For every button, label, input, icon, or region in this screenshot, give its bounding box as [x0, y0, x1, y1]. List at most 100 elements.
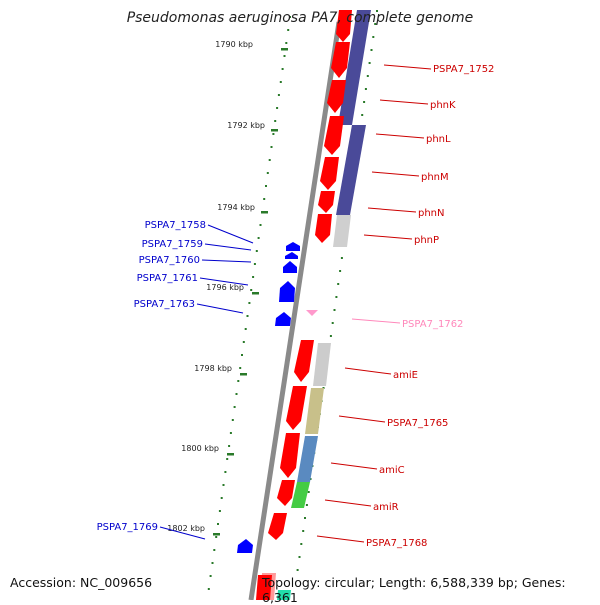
scale-labels: 1790 kbp 1792 kbp 1794 kbp 1796 kbp 1798 kbp… [167, 40, 288, 536]
scale-label: 1800 kbp [181, 444, 219, 453]
gene-label[interactable]: PSPA7_1761 [137, 273, 198, 284]
leader-line [383, 64, 432, 70]
leader-line [363, 234, 413, 240]
tick-dot [376, 10, 378, 12]
gene-label[interactable]: phnN [418, 208, 445, 219]
tick-dot [217, 523, 219, 525]
tick-dot [370, 49, 373, 51]
gene-arrow-phnp[interactable] [315, 214, 332, 243]
leader-line [324, 499, 372, 507]
major-tick [261, 211, 268, 214]
gene-arrow-pspa7-1758[interactable] [286, 242, 300, 251]
gene-arrow-pspa7-1768[interactable] [268, 513, 287, 540]
tick-dot [235, 393, 238, 395]
gene-label[interactable]: phnM [421, 172, 449, 183]
gene-label[interactable]: phnK [430, 100, 456, 111]
tick-dot [255, 250, 258, 252]
major-tick [240, 373, 247, 376]
tick-dot [296, 569, 299, 571]
gene-arrow-lower-1[interactable] [256, 575, 272, 600]
forward-genes [256, 10, 352, 600]
leader-line [204, 243, 252, 251]
gene-label[interactable]: phnL [426, 134, 451, 145]
gene-arrow-phnn[interactable] [318, 191, 335, 213]
leader-line [344, 367, 392, 375]
tick-dot [257, 237, 260, 239]
leader-line [201, 259, 252, 263]
gene-arrow-pspa7-1762[interactable] [306, 310, 318, 316]
gene-arrow-amic[interactable] [280, 433, 300, 478]
tick-dot [263, 198, 266, 200]
tick-dot [285, 42, 288, 44]
tick-dot [244, 328, 247, 330]
tick-dot [272, 133, 275, 135]
tick-dot [339, 270, 342, 272]
tick-dot [329, 335, 332, 337]
tick-dot [213, 549, 216, 551]
tick-dot [207, 588, 210, 590]
tick-dot [335, 296, 338, 298]
tick-dot [300, 543, 303, 545]
major-tick [213, 533, 220, 536]
cog-category-band [260, 10, 371, 600]
scale-label: 1796 kbp [206, 283, 244, 292]
gene-arrow-pspa7-1752[interactable] [331, 42, 350, 78]
gene-arrow-pspa7-1769[interactable] [237, 539, 253, 553]
gene-arrow-pspa7-1763[interactable] [275, 312, 291, 326]
gene-label[interactable]: phnP [414, 235, 439, 246]
tick-dot [233, 406, 236, 408]
gene-label[interactable]: PSPA7_1769 [97, 522, 158, 533]
tick-dot [364, 88, 367, 90]
map-title: Pseudomonas aeruginosa PA7, complete gen… [126, 10, 474, 26]
tick-dot [252, 276, 255, 278]
gene-label[interactable]: PSPA7_1765 [387, 418, 448, 429]
gene-label[interactable]: PSPA7_1752 [433, 64, 494, 75]
gene-label[interactable]: PSPA7_1762 [402, 319, 463, 330]
tick-dot [305, 504, 308, 506]
gene-arrow-phnl[interactable] [324, 116, 344, 155]
tick-dot [289, 16, 291, 18]
tick-dot [239, 367, 242, 369]
genome-backbone [248, 21, 342, 600]
tick-dot [265, 185, 267, 187]
gene-label[interactable]: PSPA7_1768 [366, 538, 427, 549]
gene-arrow-pspa7-1751[interactable] [336, 10, 352, 42]
tick-dot [337, 283, 340, 285]
leader-line [196, 303, 244, 314]
gene-label[interactable]: PSPA7_1763 [134, 299, 195, 310]
tick-dot [363, 101, 366, 103]
major-tick [227, 453, 234, 456]
tick-dot [211, 562, 214, 564]
tick-dot [229, 432, 232, 434]
tick-dot [242, 341, 245, 343]
gene-arrow-pspa7-1761[interactable] [279, 281, 295, 302]
gene-arrow-pspa7-1765[interactable] [286, 386, 307, 430]
tick-dot [241, 354, 243, 356]
leader-line [367, 207, 417, 213]
gene-label[interactable]: amiE [393, 370, 418, 381]
tick-dot [220, 497, 223, 499]
gene-label[interactable]: amiR [373, 502, 399, 513]
gene-label[interactable]: PSPA7_1760 [139, 255, 200, 266]
gene-labels: PSPA7_1752 phnK phnL phnM phnN phnP amiE PSPA7_… [97, 64, 495, 549]
major-tick [252, 292, 259, 295]
tick-dot [250, 289, 253, 291]
gene-label[interactable]: amiC [379, 465, 405, 476]
gene-arrow-pspa7-1760[interactable] [283, 261, 297, 273]
tick-dot [231, 419, 234, 421]
gene-arrow-pspa7-1759[interactable] [285, 252, 298, 259]
tick-dot [226, 458, 229, 460]
gene-arrow-amir[interactable] [277, 480, 295, 506]
gene-arrow-amie[interactable] [294, 340, 314, 382]
leader-line [375, 133, 425, 139]
tick-dot [277, 94, 280, 96]
tick-dot [246, 315, 249, 317]
gene-label[interactable]: PSPA7_1758 [145, 220, 206, 231]
tick-dot [268, 159, 271, 161]
scale-label: 1798 kbp [194, 364, 232, 373]
gene-label[interactable]: PSPA7_1759 [142, 239, 203, 250]
gene-arrow-phnk[interactable] [327, 80, 346, 113]
tick-dot [302, 530, 305, 532]
gene-arrow-phnm[interactable] [320, 157, 339, 190]
